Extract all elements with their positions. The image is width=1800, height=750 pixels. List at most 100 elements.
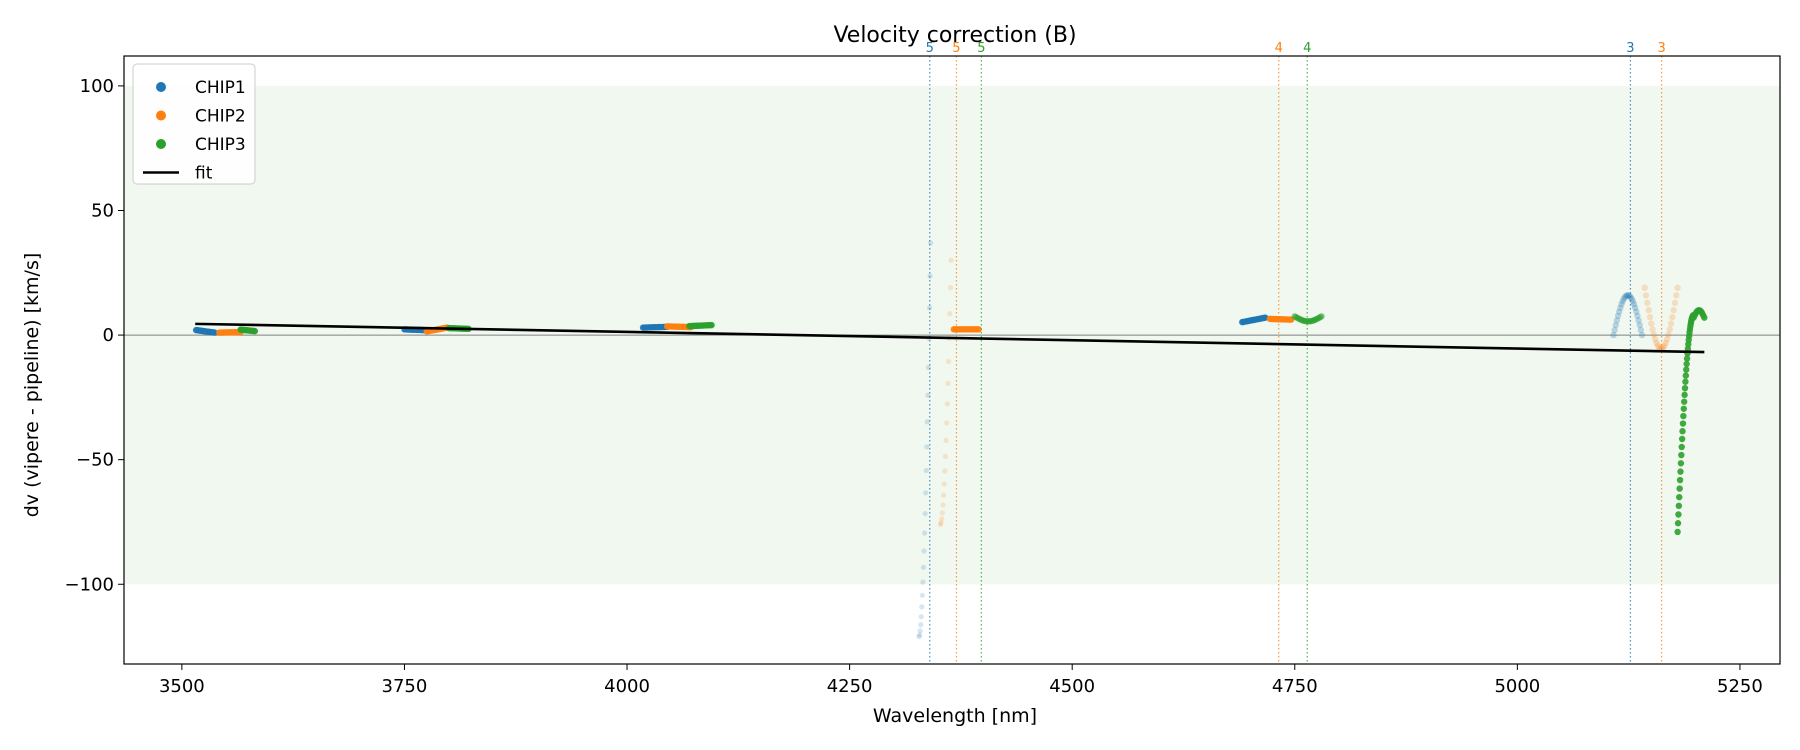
point-chip1-3-2 xyxy=(917,628,923,634)
point-chip2-3-12 xyxy=(945,380,951,386)
point-chip2-3-11 xyxy=(944,401,950,407)
point-chip1-5-19 xyxy=(1631,304,1639,311)
point-chip1-5-20 xyxy=(1633,308,1640,315)
point-chip3-4-8 xyxy=(1677,460,1685,467)
point-chip3-4-14 xyxy=(1680,412,1687,420)
point-chip1-3-17 xyxy=(925,364,932,371)
point-chip2-6-10 xyxy=(1654,342,1662,349)
point-chip3-4-13 xyxy=(1679,420,1687,427)
point-chip1-5-24 xyxy=(1637,326,1645,334)
point-chip1-5-0 xyxy=(1610,331,1617,339)
point-chip1-5-21 xyxy=(1634,312,1641,320)
point-chip1-3-16 xyxy=(925,392,931,398)
point-chip1-3-8 xyxy=(920,564,927,570)
point-chip3-4-19 xyxy=(1682,378,1689,385)
legend-box xyxy=(132,63,256,185)
x-axis-label: Wavelength [nm] xyxy=(873,705,1037,727)
point-chip1-5-6 xyxy=(1617,304,1624,311)
point-chip1-3-4 xyxy=(918,614,924,620)
y-tick-label-2: 0 xyxy=(103,325,114,346)
point-chip1-3-1 xyxy=(917,632,923,638)
point-chip3-4-18 xyxy=(1681,384,1689,392)
point-chip2-6-24 xyxy=(1673,292,1680,299)
point-chip1-3-7 xyxy=(920,579,926,585)
point-chip2-6-19 xyxy=(1666,326,1673,333)
y-tick-label-3: −50 xyxy=(76,450,114,471)
point-chip1-5-14 xyxy=(1626,292,1633,300)
point-chip3-4-0 xyxy=(1674,528,1681,536)
point-chip3-4-17 xyxy=(1681,391,1688,399)
point-chip3-4-4 xyxy=(1676,493,1683,501)
point-chip1-5-1 xyxy=(1611,326,1618,334)
point-chip3-4-5 xyxy=(1676,485,1683,492)
point-chip1-3-6 xyxy=(919,592,925,598)
y-tick-label-1: 50 xyxy=(91,200,114,221)
point-chip2-6-14 xyxy=(1659,344,1667,351)
order-label-4: 4 xyxy=(1303,41,1311,56)
legend-marker-chip3 xyxy=(156,139,166,149)
point-chip3-5-9 xyxy=(1701,314,1708,321)
point-chip1-5-22 xyxy=(1635,317,1642,324)
x-tick-label-4: 4500 xyxy=(1049,676,1095,697)
point-chip2-3-8 xyxy=(942,453,949,460)
point-chip3-4-21 xyxy=(1683,366,1690,373)
point-chip3-4-15 xyxy=(1680,405,1687,412)
point-chip2-3-4 xyxy=(940,502,946,508)
point-chip2-6-23 xyxy=(1671,299,1679,307)
point-chip3-4-23 xyxy=(1683,355,1691,362)
point-chip2-6-5 xyxy=(1648,320,1655,327)
point-chip2-6-11 xyxy=(1655,344,1663,351)
point-chip2-6-25 xyxy=(1674,284,1681,291)
point-chip1-3-20 xyxy=(927,273,933,279)
x-axis-ticks: 3500 3750 4000 4250 4500 4750 5000 5250 xyxy=(159,664,1763,697)
point-chip1-5-25 xyxy=(1638,331,1646,339)
order-label-3: 4 xyxy=(1275,41,1283,56)
order-label-2: 5 xyxy=(977,41,985,56)
legend-label-chip3: CHIP3 xyxy=(195,135,246,155)
point-chip1-3-21 xyxy=(928,240,934,246)
plot-area: 5 5 5 4 4 3 3 xyxy=(123,41,1781,665)
point-chip1-3-15 xyxy=(924,419,930,425)
point-chip2-6-16 xyxy=(1662,339,1669,347)
point-chip3-2-17 xyxy=(708,321,715,329)
point-chip2-6-9 xyxy=(1653,339,1660,347)
chart-title: Velocity correction (B) xyxy=(833,23,1076,48)
series-chip1 xyxy=(192,240,1646,640)
point-chip3-4-22 xyxy=(1683,360,1690,368)
point-chip1-3-3 xyxy=(918,622,924,628)
legend-marker-chip2 xyxy=(156,110,166,121)
point-chip1-5-4 xyxy=(1614,312,1622,320)
legend-label-chip2: CHIP2 xyxy=(195,107,246,127)
point-chip3-4-7 xyxy=(1677,468,1684,475)
point-chip2-3-17 xyxy=(948,257,954,263)
point-chip2-3-3 xyxy=(939,510,945,516)
point-chip2-6-17 xyxy=(1663,336,1671,343)
point-chip2-6-4 xyxy=(1646,313,1654,321)
point-chip3-4-1 xyxy=(1674,520,1682,527)
point-chip2-3-16 xyxy=(947,285,954,291)
point-chip3-4-11 xyxy=(1678,435,1686,443)
legend-marker-chip1 xyxy=(156,82,166,92)
point-chip2-6-18 xyxy=(1665,331,1672,338)
point-chip3-3-17 xyxy=(1318,313,1325,320)
point-chip2-6-15 xyxy=(1661,342,1668,349)
point-chip1-5-15 xyxy=(1627,293,1634,301)
plot-frame xyxy=(123,55,1781,665)
point-chip1-5-18 xyxy=(1630,301,1638,308)
point-chip2-6-8 xyxy=(1652,336,1659,343)
x-tick-label-3: 4250 xyxy=(827,676,873,697)
point-chip2-6-2 xyxy=(1644,299,1651,307)
point-chip1-3-10 xyxy=(921,530,928,536)
point-chip2-6-0 xyxy=(1641,284,1648,291)
point-chip1-0-19 xyxy=(211,329,219,336)
point-chip1-5-10 xyxy=(1621,293,1629,301)
point-chip1-5-13 xyxy=(1625,292,1632,299)
point-chip2-3-13 xyxy=(945,358,952,365)
point-chip3-4-10 xyxy=(1678,443,1685,451)
point-chip1-5-12 xyxy=(1623,292,1631,299)
point-chip2-6-21 xyxy=(1669,313,1676,321)
point-chip2-3-10 xyxy=(944,420,950,426)
x-tick-label-2: 4000 xyxy=(604,676,650,697)
x-tick-label-5: 4750 xyxy=(1272,676,1318,697)
point-chip1-5-5 xyxy=(1616,308,1623,315)
